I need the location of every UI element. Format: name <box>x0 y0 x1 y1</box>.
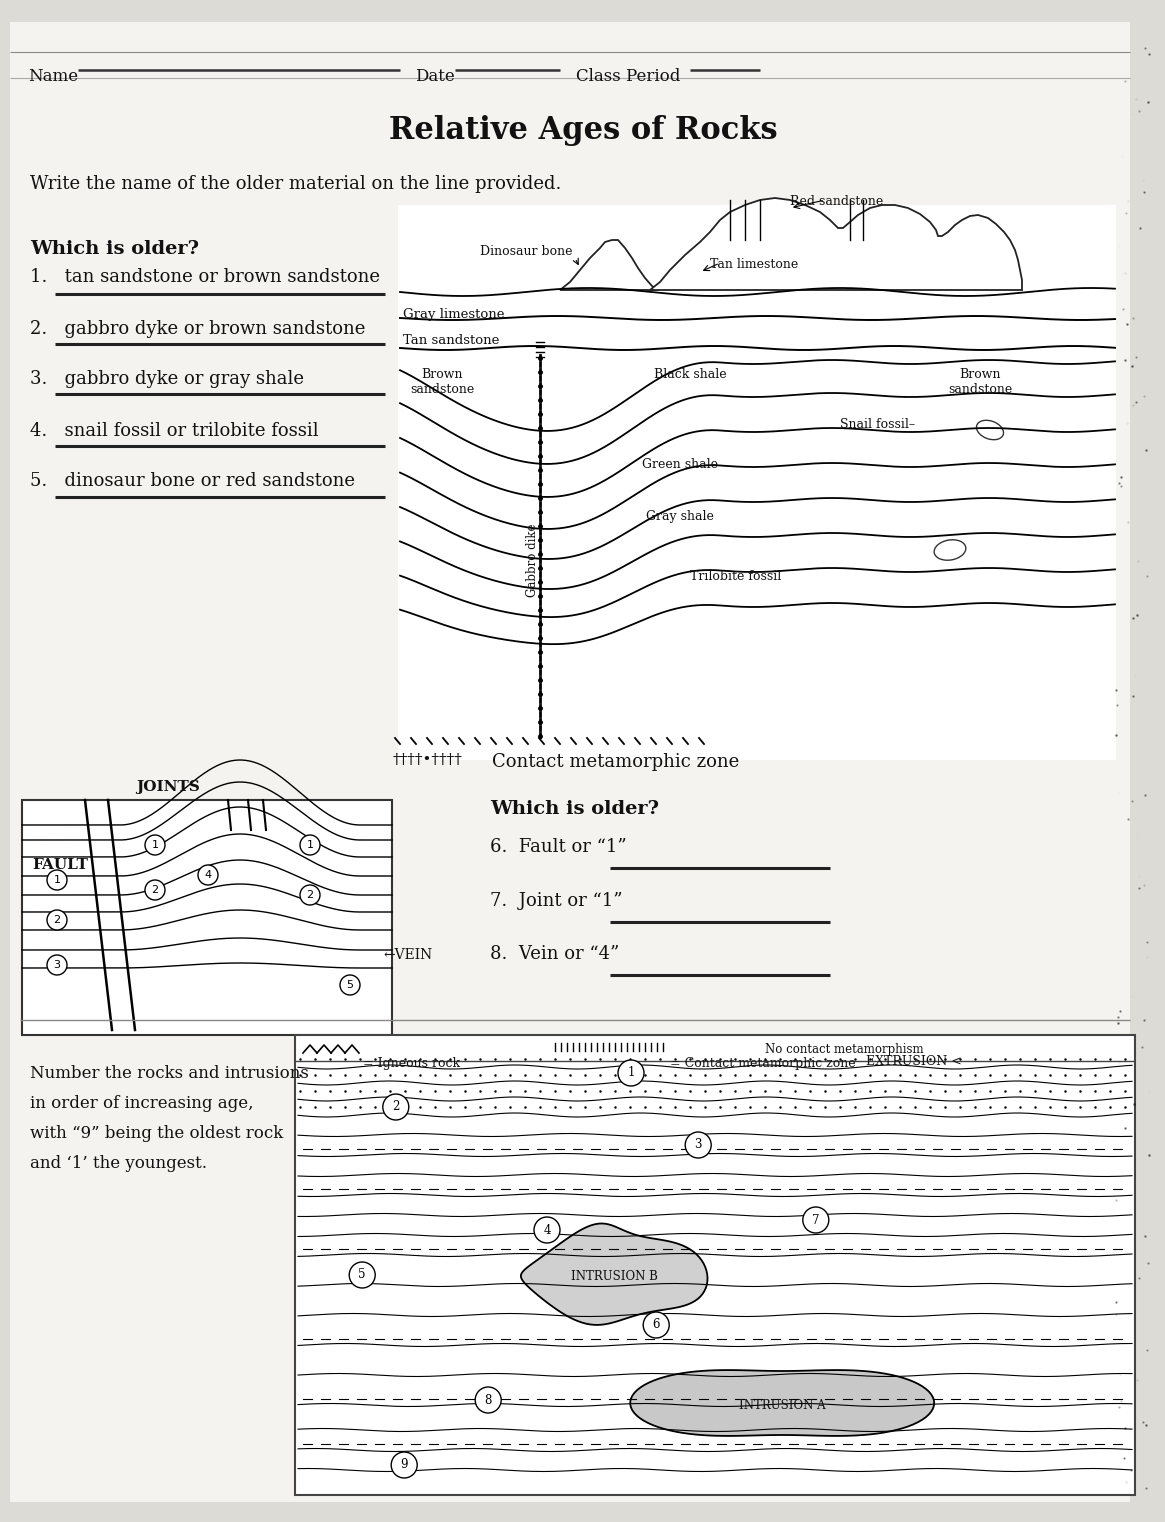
Text: Gray limestone: Gray limestone <box>403 307 504 321</box>
Circle shape <box>617 1059 644 1087</box>
Circle shape <box>144 880 165 900</box>
Circle shape <box>340 976 360 995</box>
Text: and ‘1’ the youngest.: and ‘1’ the youngest. <box>30 1155 207 1172</box>
Text: Class Period: Class Period <box>576 68 680 85</box>
Circle shape <box>144 836 165 855</box>
Bar <box>398 205 1116 759</box>
Text: Gabbro dike: Gabbro dike <box>525 524 538 597</box>
Text: 1: 1 <box>306 840 313 849</box>
Text: 1.   tan sandstone or brown sandstone: 1. tan sandstone or brown sandstone <box>30 268 380 286</box>
Text: Date: Date <box>415 68 454 85</box>
Text: 1: 1 <box>54 875 61 884</box>
Circle shape <box>534 1218 560 1243</box>
Circle shape <box>301 836 320 855</box>
Text: 2: 2 <box>393 1100 400 1114</box>
Text: Name: Name <box>28 68 78 85</box>
Text: 3: 3 <box>694 1138 702 1152</box>
Text: Brown
sandstone: Brown sandstone <box>948 368 1012 396</box>
Text: No contact metamorphism: No contact metamorphism <box>765 1043 924 1056</box>
Text: 8.  Vein or “4”: 8. Vein or “4” <box>490 945 620 963</box>
Text: Red sandstone: Red sandstone <box>790 195 883 209</box>
Text: = Contact metamorphic zone: = Contact metamorphic zone <box>670 1056 855 1070</box>
Circle shape <box>350 1262 375 1288</box>
Text: in order of increasing age,: in order of increasing age, <box>30 1094 254 1113</box>
Polygon shape <box>521 1224 707 1326</box>
Text: 8: 8 <box>485 1394 492 1406</box>
Text: 2.   gabbro dyke or brown sandstone: 2. gabbro dyke or brown sandstone <box>30 320 366 338</box>
Text: 3: 3 <box>54 960 61 970</box>
Text: Dinosaur bone: Dinosaur bone <box>480 245 572 259</box>
Circle shape <box>198 864 218 884</box>
Bar <box>22 801 391 1035</box>
Text: Snail fossil–: Snail fossil– <box>840 419 916 431</box>
Text: 3.   gabbro dyke or gray shale: 3. gabbro dyke or gray shale <box>30 370 304 388</box>
Text: 2: 2 <box>54 915 61 925</box>
Text: Which is older?: Which is older? <box>30 240 199 259</box>
Text: 7.  Joint or “1”: 7. Joint or “1” <box>490 892 622 910</box>
Text: Green shale: Green shale <box>642 458 718 470</box>
Text: Trilobite fossil: Trilobite fossil <box>690 571 782 583</box>
Text: Gray shale: Gray shale <box>647 510 714 524</box>
Text: = Igneous rock: = Igneous rock <box>363 1056 460 1070</box>
Text: 6.  Fault or “1”: 6. Fault or “1” <box>490 839 627 855</box>
Text: 9: 9 <box>401 1458 408 1472</box>
Text: Tan sandstone: Tan sandstone <box>403 333 500 347</box>
Text: INTRUSION A: INTRUSION A <box>739 1399 826 1412</box>
Text: 5: 5 <box>359 1268 366 1282</box>
Ellipse shape <box>934 540 966 560</box>
Text: with “9” being the oldest rock: with “9” being the oldest rock <box>30 1125 283 1142</box>
Text: ←VEIN: ←VEIN <box>383 948 432 962</box>
Text: 4: 4 <box>543 1224 551 1236</box>
Ellipse shape <box>976 420 1003 440</box>
Circle shape <box>301 884 320 906</box>
Circle shape <box>685 1132 711 1158</box>
Text: 5.   dinosaur bone or red sandstone: 5. dinosaur bone or red sandstone <box>30 472 355 490</box>
Text: 7: 7 <box>812 1213 819 1227</box>
Circle shape <box>803 1207 828 1233</box>
Circle shape <box>391 1452 417 1478</box>
Text: Number the rocks and intrusions: Number the rocks and intrusions <box>30 1065 309 1082</box>
Text: EXTRUSION <: EXTRUSION < <box>867 1055 962 1068</box>
Text: 2: 2 <box>306 890 313 900</box>
Circle shape <box>383 1094 409 1120</box>
Text: Relative Ages of Rocks: Relative Ages of Rocks <box>389 116 777 146</box>
Text: 1: 1 <box>151 840 158 849</box>
Text: 4: 4 <box>204 871 212 880</box>
Polygon shape <box>560 240 658 291</box>
Text: Tan limestone: Tan limestone <box>709 259 798 271</box>
Bar <box>295 1035 1135 1495</box>
Circle shape <box>47 954 68 976</box>
Circle shape <box>47 910 68 930</box>
Text: 6: 6 <box>652 1318 659 1332</box>
Polygon shape <box>650 198 1022 291</box>
Circle shape <box>475 1387 501 1412</box>
Circle shape <box>47 871 68 890</box>
Text: 2: 2 <box>151 884 158 895</box>
Text: JOINTS: JOINTS <box>136 779 200 794</box>
Circle shape <box>643 1312 669 1338</box>
Text: Black shale: Black shale <box>654 368 726 380</box>
Text: FAULT: FAULT <box>31 858 87 872</box>
Text: Write the name of the older material on the line provided.: Write the name of the older material on … <box>30 175 562 193</box>
Polygon shape <box>630 1370 934 1435</box>
Text: Which is older?: Which is older? <box>490 801 659 817</box>
Text: ††††•††††: ††††•†††† <box>393 753 463 767</box>
Text: 1: 1 <box>627 1067 635 1079</box>
Text: 5: 5 <box>346 980 353 989</box>
Text: 4.   snail fossil or trilobite fossil: 4. snail fossil or trilobite fossil <box>30 422 318 440</box>
Text: Contact metamorphic zone: Contact metamorphic zone <box>492 753 740 772</box>
Text: Brown
sandstone: Brown sandstone <box>410 368 474 396</box>
Text: INTRUSION B: INTRUSION B <box>571 1271 657 1283</box>
